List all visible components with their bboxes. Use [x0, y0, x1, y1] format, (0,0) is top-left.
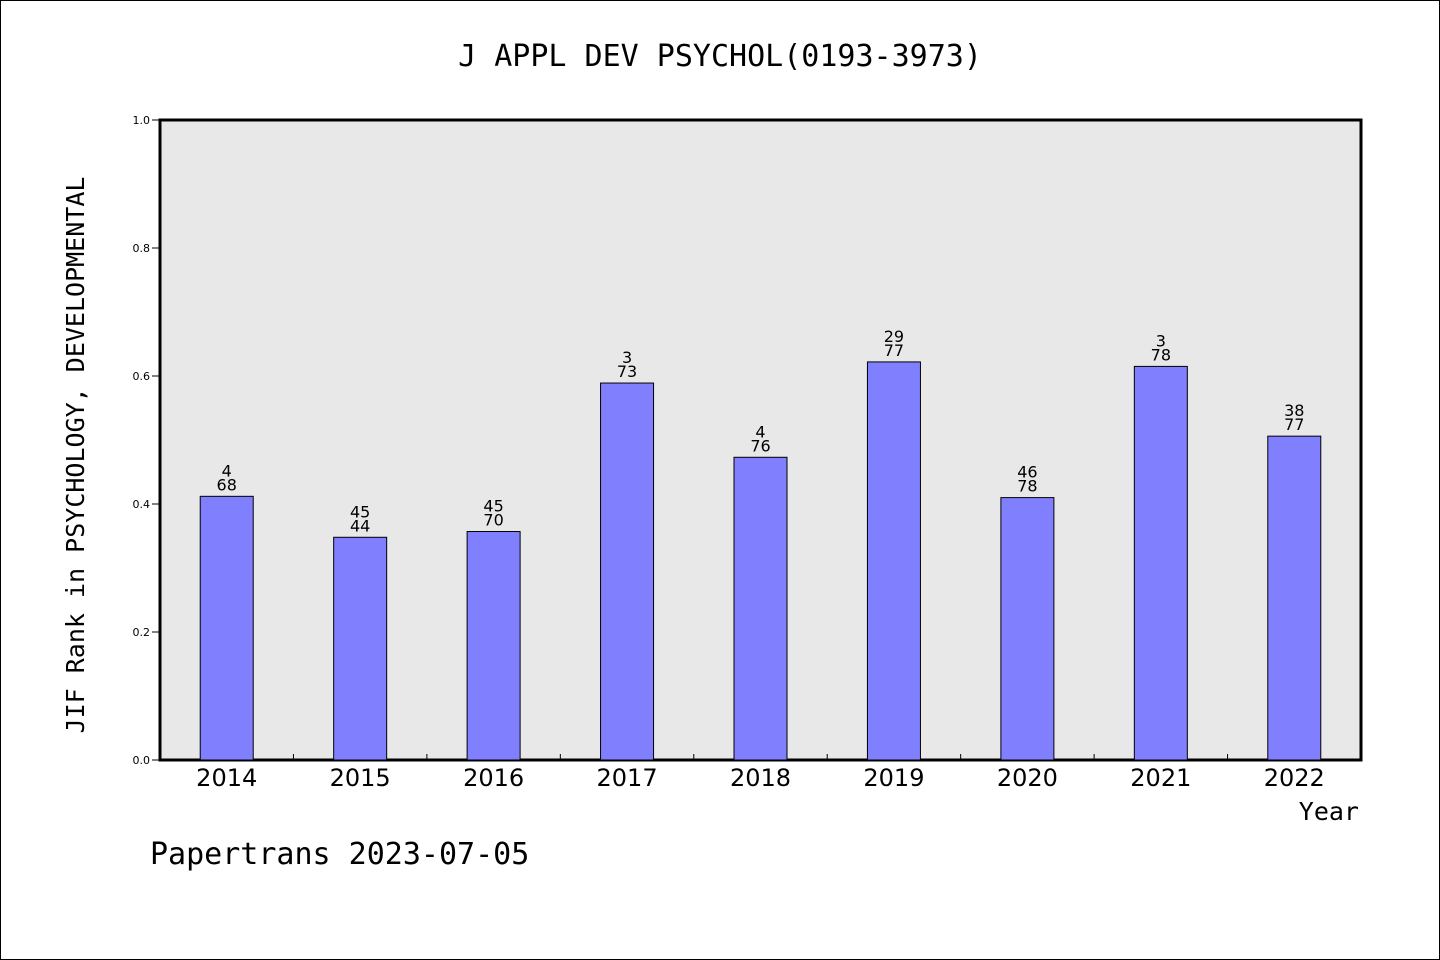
x-axis-ticks: 2014 2015 2016 2017 2018 2019 2020 2021 2022 — [196, 754, 1325, 792]
chart-title: J APPL DEV PSYCHOL(0193-3973) — [458, 39, 982, 74]
y-tick-label: 0.4 — [133, 498, 151, 511]
bar-2014 — [199, 495, 254, 761]
y-tick-label: 1.0 — [133, 114, 151, 127]
x-tick-label: 2017 — [597, 764, 658, 792]
y-tick-label: 0.2 — [133, 626, 151, 639]
data-label-total: 78 — [1151, 345, 1171, 364]
x-axis-label: Year — [1299, 797, 1359, 826]
data-label-rank: 3 — [622, 348, 632, 367]
x-tick-label: 2014 — [196, 764, 257, 792]
x-tick-label: 2015 — [330, 764, 391, 792]
data-label-rank: 4 — [222, 461, 232, 480]
data-label-rank: 3 — [1156, 331, 1166, 350]
x-tick-label: 2019 — [863, 764, 924, 792]
bar-2021 — [1133, 365, 1188, 761]
y-axis-label: JIF Rank in PSYCHOLOGY, DEVELOPMENTAL — [61, 177, 90, 734]
data-label-rank: 38 — [1284, 401, 1304, 420]
x-tick-label: 2022 — [1264, 764, 1325, 792]
y-axis-ticks: 0.0 0.2 0.4 0.6 0.8 1.0 — [133, 114, 160, 767]
data-label-total: 76 — [750, 436, 770, 455]
bar-2018 — [733, 456, 788, 761]
y-tick-label: 0.8 — [133, 242, 151, 255]
bar-2015 — [333, 536, 388, 761]
x-tick-label: 2018 — [730, 764, 791, 792]
data-label-total: 44 — [350, 516, 370, 535]
bar-2016 — [466, 531, 521, 761]
data-label-rank: 45 — [350, 502, 370, 521]
data-label-total: 77 — [884, 341, 904, 360]
data-label-total: 73 — [617, 362, 637, 381]
bar-2020 — [1000, 497, 1055, 761]
data-label-rank: 4 — [755, 422, 765, 441]
data-label-total: 77 — [1284, 415, 1304, 434]
data-label-total: 78 — [1017, 477, 1037, 496]
data-label-total: 68 — [217, 475, 237, 494]
data-label-rank: 29 — [884, 327, 904, 346]
data-label-total: 70 — [483, 511, 503, 530]
bar-series — [199, 361, 1322, 761]
footer-text: Papertrans 2023-07-05 — [150, 837, 529, 872]
x-tick-label: 2020 — [997, 764, 1058, 792]
bar-2017 — [600, 382, 655, 761]
data-label-rank: 46 — [1017, 463, 1037, 482]
y-tick-label: 0.0 — [133, 754, 151, 767]
bar-2019 — [866, 361, 921, 761]
data-label-rank: 45 — [483, 497, 503, 516]
bar-2022 — [1267, 435, 1322, 761]
x-tick-label: 2016 — [463, 764, 524, 792]
x-tick-label: 2021 — [1130, 764, 1191, 792]
y-tick-label: 0.6 — [133, 370, 151, 383]
